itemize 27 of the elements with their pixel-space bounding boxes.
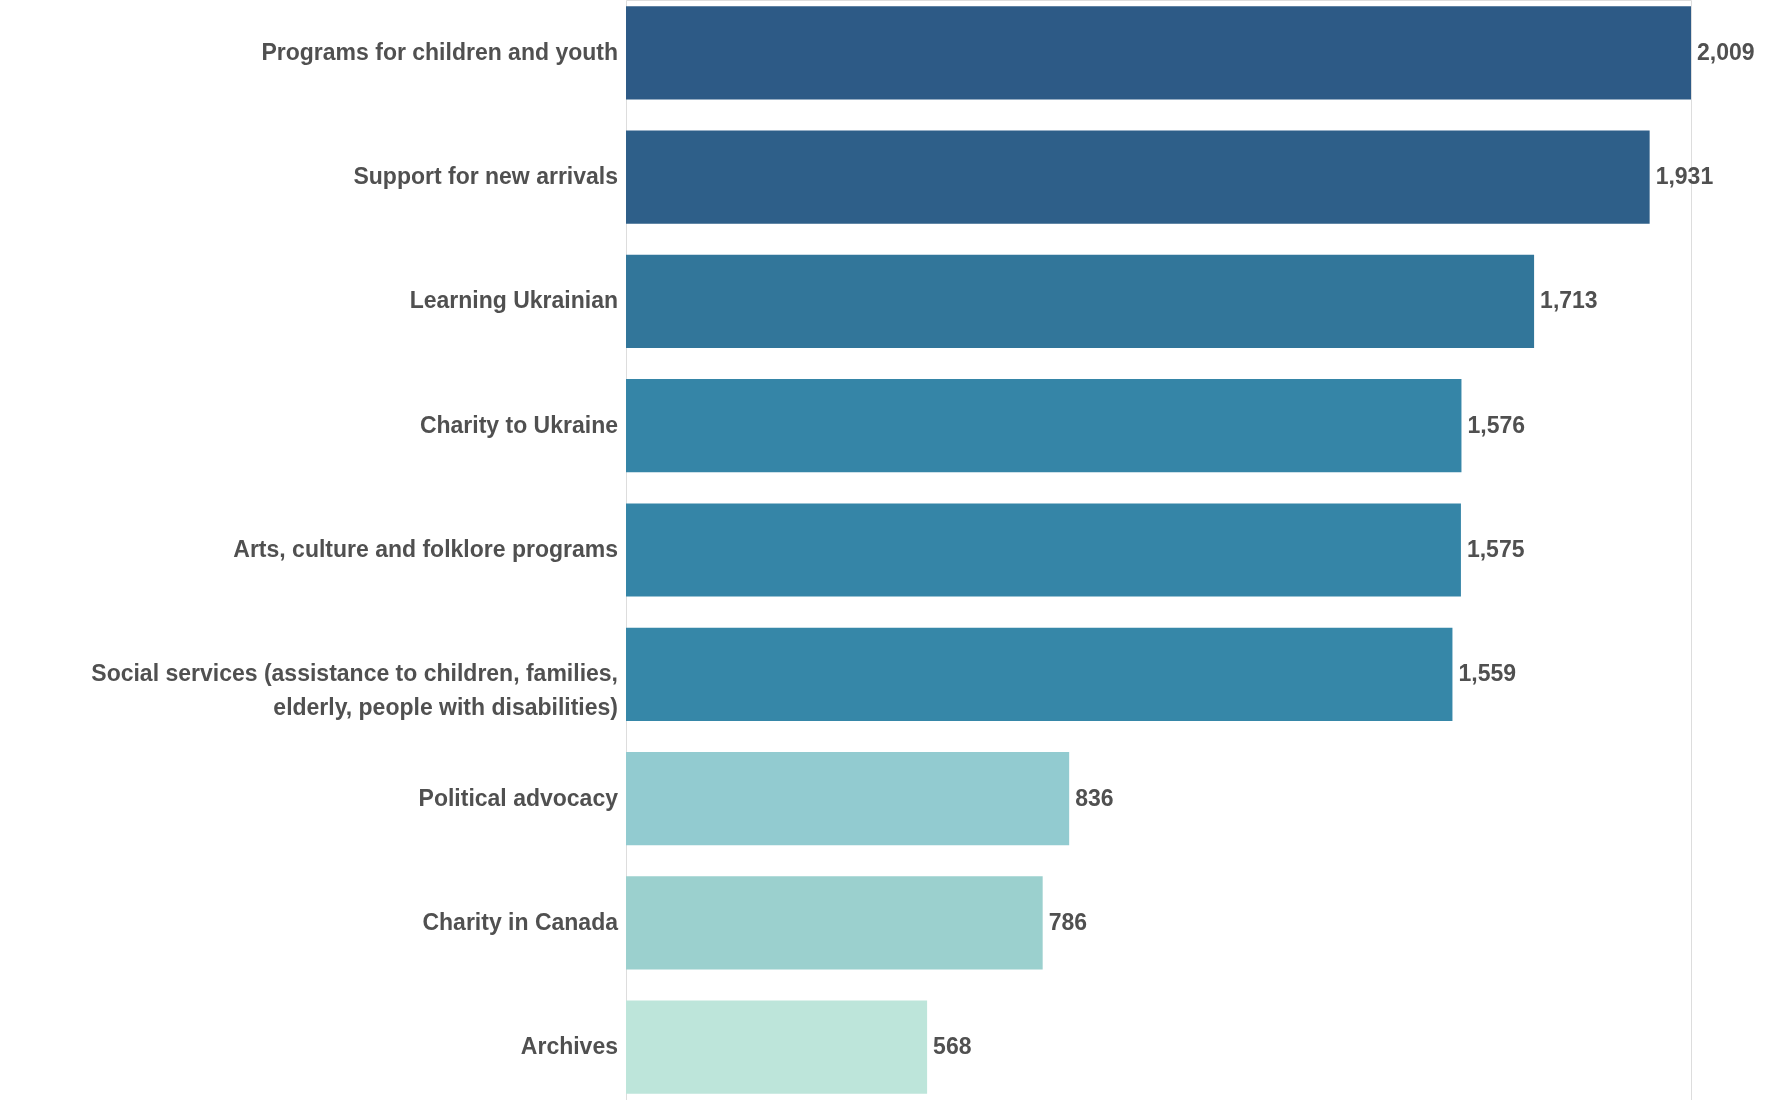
data-label: 1,575 — [1466, 536, 1525, 562]
data-label: 786 — [1048, 908, 1088, 935]
data-label: 568 — [933, 1033, 972, 1060]
bar — [626, 6, 1691, 100]
bar — [626, 627, 1453, 721]
y-tick-label: Charity in Canada — [422, 908, 619, 935]
data-label: 1,559 — [1458, 660, 1517, 687]
bar — [626, 751, 1070, 846]
y-tick-label: Charity to Ukraine — [419, 411, 618, 438]
bar — [626, 130, 1650, 224]
bar — [626, 254, 1535, 349]
y-tick-label: Archives — [520, 1033, 618, 1060]
data-label: 1,713 — [1540, 287, 1598, 314]
y-tick-label: Political advocacy — [418, 784, 619, 811]
bar — [626, 876, 1043, 970]
bar — [626, 1000, 928, 1094]
data-label: 836 — [1075, 784, 1114, 811]
y-tick-label: Support for new arrivals — [353, 163, 618, 190]
y-tick-label: Learning Ukrainian — [409, 287, 618, 314]
y-tick-label: Social services (assistance to children, families, elderly, people with disabilities) — [91, 660, 618, 721]
y-tick-label: Programs for children and youth — [261, 38, 618, 65]
data-label: 1,576 — [1467, 411, 1526, 438]
bar — [626, 503, 1461, 597]
y-tick-label: Arts, culture and folklore programs — [233, 536, 618, 562]
data-label: 2,009 — [1697, 38, 1755, 65]
data-label: 1,931 — [1655, 163, 1714, 190]
bar — [626, 379, 1462, 473]
